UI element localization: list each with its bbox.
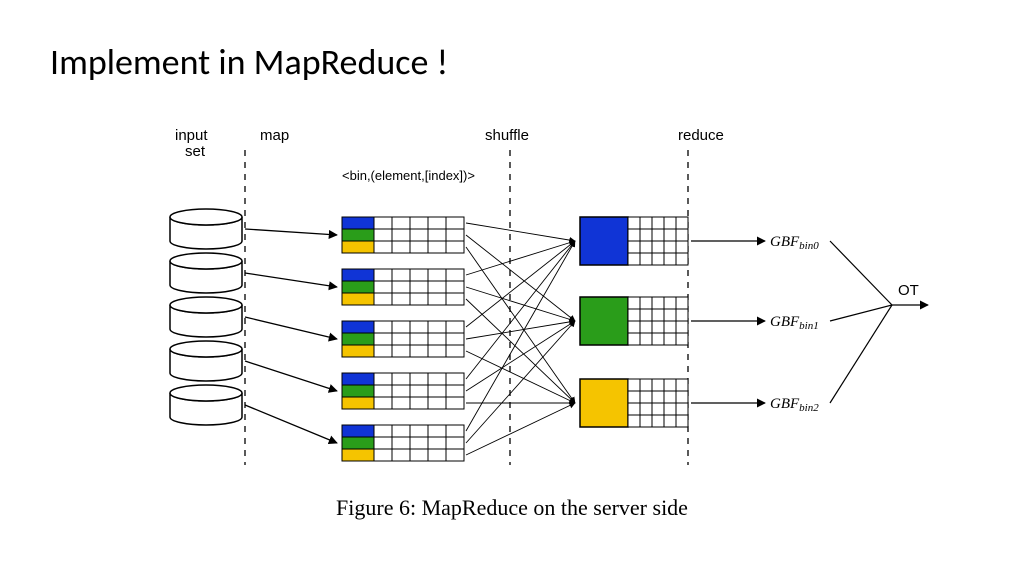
figure-caption: Figure 6: MapReduce on the server side [0,495,1024,521]
svg-text:OT: OT [898,282,919,299]
svg-text:shuffle: shuffle [485,127,529,144]
svg-text:GBFbin2: GBFbin2 [770,396,819,414]
svg-text:reduce: reduce [678,127,724,144]
svg-text:<bin,(element,[index])>: <bin,(element,[index])> [342,168,475,183]
svg-text:GBFbin0: GBFbin0 [770,234,819,252]
page-title: Implement in MapReduce ! [50,40,448,84]
svg-text:map: map [260,127,289,144]
svg-text:set: set [185,143,206,160]
svg-text:input: input [175,127,208,144]
svg-text:GBFbin1: GBFbin1 [770,314,819,332]
mapreduce-diagram: inputset map shuffle reduce <bin,(element,[i… [110,125,940,485]
